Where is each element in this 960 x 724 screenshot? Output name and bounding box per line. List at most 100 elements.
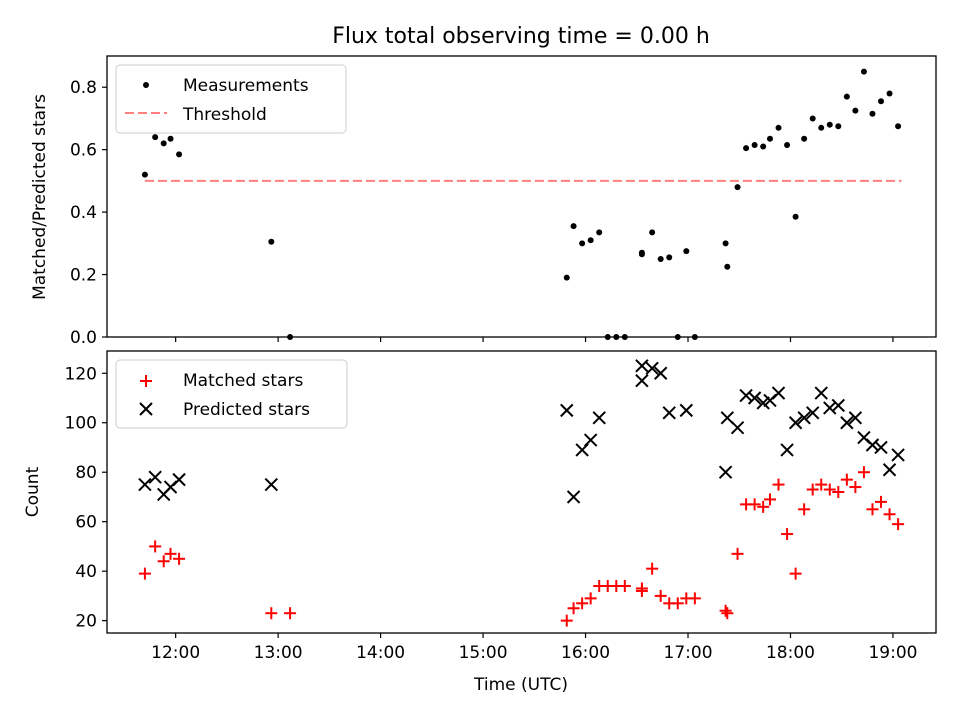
measurement-point	[843, 93, 850, 100]
panel-bottom-ylabel: Count	[23, 466, 43, 517]
predicted-stars-point	[840, 416, 854, 430]
matched-stars-point	[875, 495, 888, 508]
measurement-point	[792, 213, 799, 220]
x-stroke-b	[172, 472, 186, 487]
y-tick-label: 20	[75, 612, 97, 632]
matched-stars-point	[173, 552, 186, 565]
measurement-point	[649, 229, 656, 236]
predicted-stars-point	[848, 411, 863, 425]
legend-bottom-box	[115, 359, 348, 429]
x-tick-label: 16:00	[561, 643, 610, 663]
predicted-stars-point	[771, 386, 786, 400]
x-stroke-b	[148, 470, 162, 484]
measurement-point	[766, 135, 773, 142]
measurement-point	[141, 171, 148, 178]
predicted-stars-point	[172, 472, 186, 487]
y-tick-label: 80	[75, 463, 97, 483]
legend-top: Measurements Threshold	[115, 64, 347, 134]
measurement-point	[160, 140, 167, 147]
x-stroke-b	[857, 430, 871, 445]
y-tick-label: 100	[65, 414, 97, 434]
panel-top-ylabel: Matched/Predicted stars	[30, 94, 50, 300]
x-stroke-b	[264, 477, 279, 492]
measurement-point	[895, 123, 902, 130]
measurement-point	[826, 121, 833, 128]
x-stroke-b	[823, 401, 837, 415]
predicted-stars-point	[635, 373, 649, 388]
matched-stars-point	[772, 478, 785, 491]
measurement-point	[801, 135, 808, 142]
measurement-point	[743, 145, 750, 152]
measurement-point	[760, 143, 767, 150]
predicted-stars-point	[645, 361, 659, 376]
matched-stars-point	[138, 567, 151, 580]
predicted-stars-point	[264, 477, 279, 492]
matched-stars-point	[892, 518, 905, 531]
legend-bottom: Matched stars Predicted stars	[115, 359, 348, 429]
predicted-stars-point	[831, 398, 846, 413]
matched-stars-point	[763, 493, 776, 506]
y-tick-label: 0.0	[70, 328, 97, 348]
measurement-point	[818, 124, 825, 131]
y-tick-label: 0.8	[70, 78, 97, 98]
y-tick-label: 0.6	[70, 141, 97, 161]
predicted-stars-point	[739, 388, 753, 403]
predicted-stars-point	[780, 443, 794, 457]
predicted-stars-point	[560, 403, 574, 418]
measurement-point	[775, 124, 782, 131]
legend-threshold-label: Threshold	[182, 105, 267, 125]
legend-matched-marker	[140, 375, 152, 387]
x-stroke-b	[788, 416, 803, 430]
panel-bottom-x-ticks: 12:00 13:00 14:00 15:00 16:00 17:00 18:00 19:00	[151, 633, 917, 663]
matched-stars-point	[671, 597, 684, 610]
x-stroke-b	[645, 361, 659, 376]
x-stroke-b	[805, 406, 820, 420]
predicted-stars-point	[865, 438, 880, 452]
panel-bottom: 20 40 60 80 100 120 12:00 13:00 14:00 15:00 16:00…	[23, 350, 937, 695]
x-stroke-b	[583, 433, 598, 447]
x-stroke-b	[771, 386, 786, 400]
measurement-point	[657, 255, 664, 262]
x-tick-label: 13:00	[254, 643, 303, 663]
measurement-point	[784, 141, 791, 148]
matched-stars-point	[857, 466, 870, 479]
matched-stars-point	[618, 580, 631, 592]
x-stroke-b	[831, 398, 846, 413]
measurement-point	[287, 334, 294, 340]
x-stroke-b	[138, 477, 152, 492]
measurement-point	[587, 237, 594, 244]
matched-stars-point	[157, 555, 170, 568]
matched-stars-point	[284, 607, 297, 620]
measurement-point	[167, 135, 174, 142]
measurement-point	[638, 251, 645, 258]
measurement-point	[835, 123, 842, 130]
chart-title: Flux total observing time = 0.00 h	[332, 24, 710, 49]
measurement-point	[734, 184, 741, 191]
x-stroke-b	[635, 359, 649, 373]
legend-predicted-label: Predicted stars	[183, 400, 310, 420]
matched-stars-point	[866, 503, 879, 516]
predicted-stars-point	[635, 359, 649, 373]
x-stroke-b	[718, 465, 733, 479]
measurement-point	[809, 115, 816, 122]
panel-top-y-ticks: 0.0 0.2 0.4 0.6 0.8	[70, 78, 107, 348]
measurement-point	[621, 334, 628, 340]
matched-stars-point	[560, 614, 573, 627]
x-stroke-b	[635, 373, 649, 388]
matched-stars-point	[798, 503, 811, 516]
predicted-stars-point	[653, 366, 668, 380]
measurement-point	[176, 151, 183, 158]
x-stroke-b	[840, 416, 854, 430]
predicted-stars-point	[805, 406, 820, 420]
matched-stars-point	[757, 500, 770, 513]
predicted-stars-point	[747, 391, 762, 405]
measurement-point	[570, 223, 577, 230]
predicted-stars-point	[788, 416, 803, 430]
matched-stars-point	[815, 478, 828, 491]
predicted-stars-point	[138, 477, 152, 492]
predicted-stars-point	[874, 440, 888, 455]
predicted-stars-point	[891, 448, 905, 462]
predicted-stars-point	[814, 386, 828, 400]
x-stroke-b	[747, 391, 762, 405]
x-tick-label: 14:00	[356, 643, 405, 663]
